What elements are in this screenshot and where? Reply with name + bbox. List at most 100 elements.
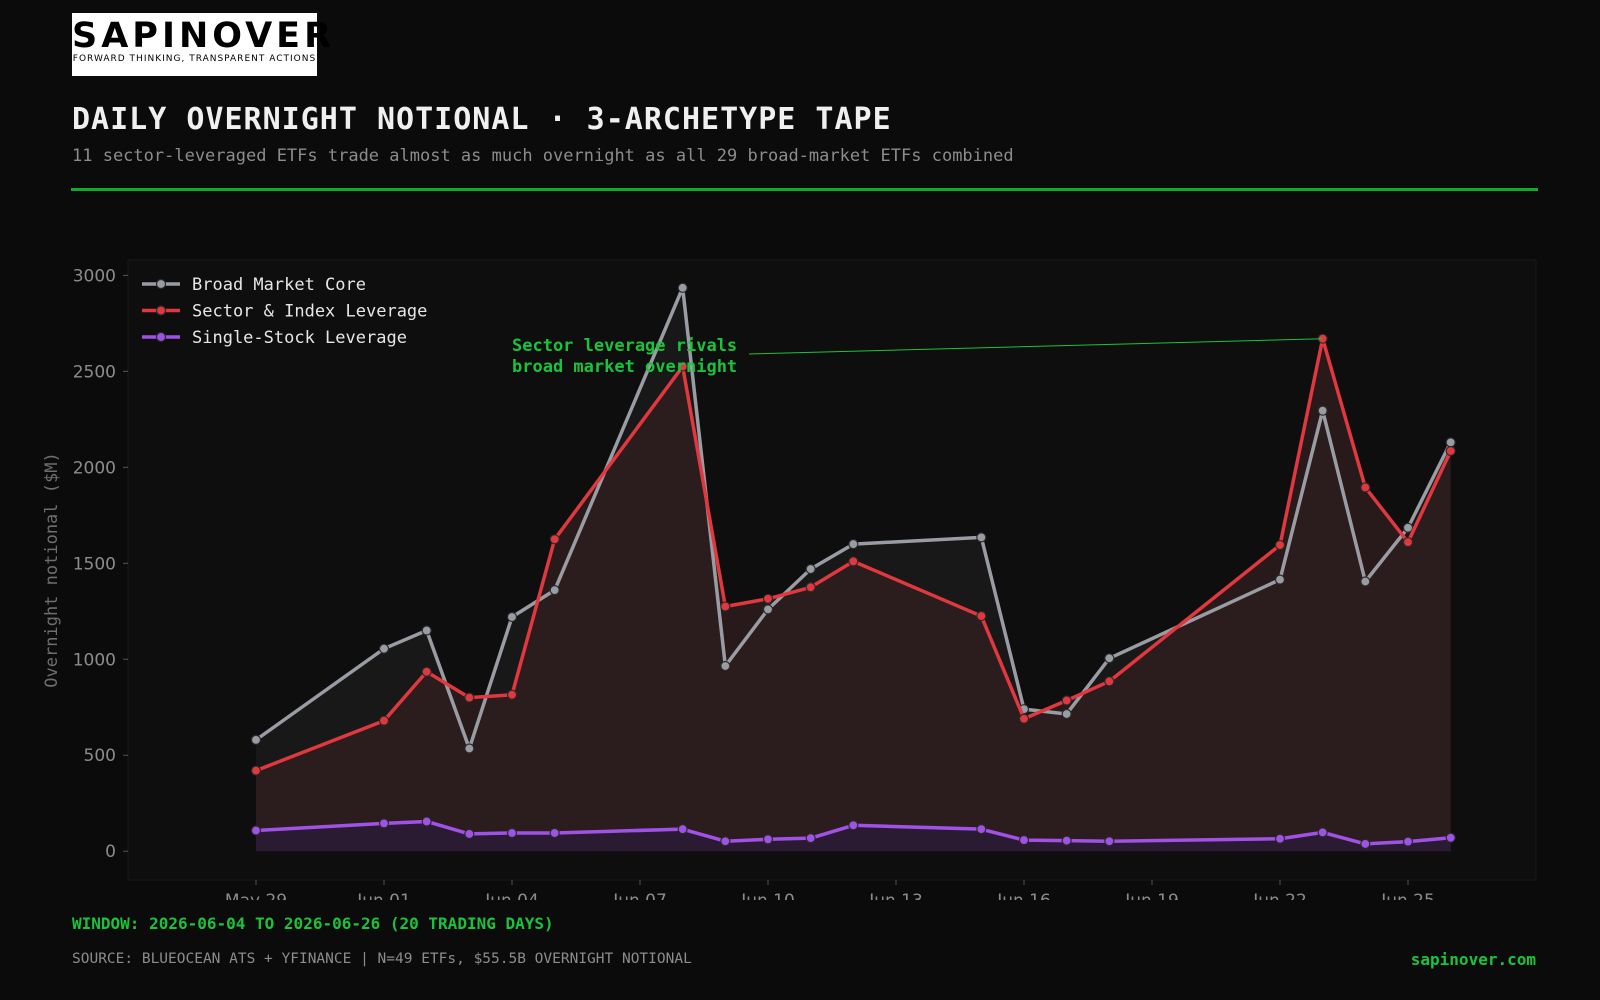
data-point-0 [1061,708,1072,720]
legend-label: Single-Stock Leverage [192,328,407,348]
site-link[interactable]: sapinover.com [1410,950,1536,969]
x-tick-label: Jun 07 [612,891,667,900]
data-point-1 [506,689,518,700]
legend-marker [155,278,167,290]
x-tick-label: Jun 13 [868,891,923,900]
data-point-1 [378,715,390,726]
data-point-2 [1018,834,1030,846]
data-point-1 [677,361,688,372]
legend-label: Broad Market Core [192,275,366,295]
data-point-2 [848,820,859,831]
data-point-2 [378,818,390,829]
overnight-notional-chart: May 29 Jun 01 Jun 04 Jun 07 Jun 10 Jun 13 Jun … [42,266,1456,900]
data-point-2 [1445,832,1456,843]
data-point-2 [464,828,475,840]
data-point-1 [1445,445,1456,457]
data-point-0 [378,643,390,654]
x-tick-label: Jun 01 [356,891,411,900]
y-tick-label: 1500 [73,554,116,574]
data-point-2 [1061,835,1072,846]
data-point-2 [677,824,688,835]
data-point-2 [762,834,774,845]
data-point-1 [250,765,262,776]
data-point-2 [805,833,816,844]
annotation-text: Sector leverage rivals [512,336,737,356]
data-point-2 [976,824,987,835]
x-tick-label: Jun 10 [740,891,795,900]
x-tick-label: May 29 [225,891,287,900]
annotation-leader [748,338,1323,355]
data-point-2 [506,827,518,839]
data-point-1 [1274,539,1286,551]
data-point-2 [1104,836,1115,847]
y-tick-label: 0 [105,842,116,862]
data-point-0 [1317,405,1328,416]
logo-wordmark: SAPINOVER [72,16,336,56]
series-area-1 [256,338,1451,852]
legend-marker [155,331,167,343]
data-point-1 [1104,676,1115,687]
data-point-2 [421,816,432,827]
data-point-0 [762,604,774,615]
data-point-2 [250,825,262,836]
data-point-1 [720,601,731,612]
data-point-2 [1274,833,1286,844]
data-point-0 [1274,574,1286,585]
legend-marker [155,305,167,316]
data-point-1 [848,556,859,567]
series-area-2 [256,821,1451,852]
logo-tagline: FORWARD THINKING, TRANSPARENT ACTIONS [72,54,317,64]
data-point-2 [549,827,560,839]
data-point-1 [1018,713,1030,724]
header-divider [71,188,1538,191]
data-point-0 [464,743,475,754]
source-note: SOURCE: BLUEOCEAN ATS + YFINANCE | N=49 … [72,951,692,967]
chart-title: DAILY OVERNIGHT NOTIONAL · 3-ARCHETYPE T… [72,102,892,137]
data-point-0 [976,532,987,543]
chart-subtitle: 11 sector-leveraged ETFs trade almost as… [72,146,1014,166]
data-point-2 [1402,836,1414,847]
y-tick-label: 2500 [73,362,116,382]
data-point-1 [1402,537,1414,548]
data-point-0 [549,585,560,596]
data-point-0 [805,563,816,575]
y-tick-label: 2000 [73,458,116,478]
data-point-2 [1317,827,1328,838]
x-tick-label: Jun 22 [1252,891,1307,900]
data-point-1 [549,534,560,545]
data-point-1 [464,692,475,703]
data-point-0 [677,282,688,293]
data-point-2 [720,836,731,847]
x-tick-label: Jun 16 [996,891,1051,900]
data-point-0 [1104,653,1115,664]
data-point-0 [1402,522,1414,533]
data-point-1 [805,582,816,593]
brand-logo: SAPINOVER FORWARD THINKING, TRANSPARENT … [72,13,336,76]
series-line-2 [255,819,1451,846]
data-point-1 [1360,482,1371,493]
x-tick-label: Jun 19 [1124,891,1179,900]
chart-legend: Broad Market Core Sector & Index Leverage… [142,275,427,348]
window-note: WINDOW: 2026-06-04 TO 2026-06-26 (20 TRA… [72,914,554,933]
data-point-2 [1360,838,1371,850]
series-line-1 [255,336,1453,773]
data-point-0 [848,538,859,550]
y-axis-label: Overnight notional ($M) [42,452,62,687]
data-point-0 [720,660,731,672]
data-point-1 [976,610,987,622]
annotation-text: broad market overnight [512,357,737,377]
data-point-0 [1445,437,1456,448]
y-tick-label: 500 [84,746,116,766]
y-tick-label: 3000 [73,266,116,286]
data-point-0 [250,734,262,745]
data-point-1 [421,666,432,677]
series-line-0 [254,286,1453,751]
x-tick-label: Jun 04 [484,891,539,900]
data-point-0 [506,611,518,623]
data-point-1 [1061,695,1072,706]
data-point-1 [762,593,774,604]
legend-label: Sector & Index Leverage [192,302,427,322]
data-point-0 [421,625,432,636]
x-tick-label: Jun 25 [1380,891,1435,900]
y-tick-label: 1000 [73,650,116,670]
